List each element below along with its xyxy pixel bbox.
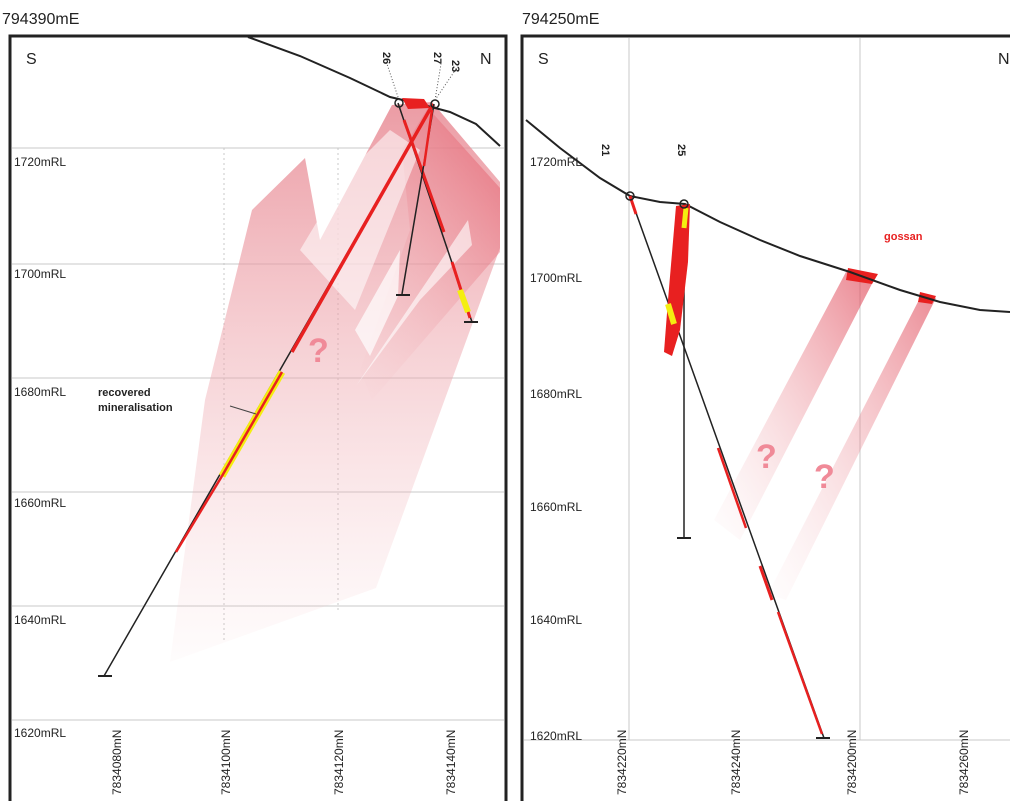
right-south-label: S <box>538 51 549 68</box>
annotation-recovered: recovered <box>98 387 151 399</box>
right-north-label: N <box>998 51 1010 68</box>
right-gossan-zones <box>714 268 936 600</box>
left-rl-1660: 1660mRL <box>14 496 66 510</box>
annotation-mineralisation: mineralisation <box>98 402 173 414</box>
left-northing-7834080: 7834080mN <box>110 730 124 795</box>
right-rl-1620: 1620mRL <box>530 729 582 743</box>
left-rl-1680: 1680mRL <box>14 385 66 399</box>
right-rl-1700: 1700mRL <box>530 271 582 285</box>
left-section: 794390mE <box>2 11 508 801</box>
right-northing-7834220: 7834220mN <box>615 730 629 795</box>
right-grid <box>524 38 1010 741</box>
right-northing-7834260: 7834260mN <box>957 730 971 795</box>
right-northing-7834200: 7834200mN <box>845 730 859 795</box>
left-frame <box>8 34 508 801</box>
right-rl-1640: 1640mRL <box>530 613 582 627</box>
right-section: 794250mE <box>520 11 1010 801</box>
right-question-mark-2: ? <box>814 458 835 496</box>
left-rl-1720: 1720mRL <box>14 155 66 169</box>
left-northing-7834120: 7834120mN <box>332 730 346 795</box>
hole-label-23: 23 <box>449 60 461 72</box>
left-hole-leaders <box>386 63 455 101</box>
left-rl-1620: 1620mRL <box>14 726 66 740</box>
left-mineralised-zones <box>170 102 500 662</box>
right-frame <box>520 34 1010 801</box>
left-drillholes <box>98 98 478 677</box>
left-northing-7834140: 7834140mN <box>444 730 458 795</box>
annotation-leader <box>229 405 257 415</box>
right-rl-1680: 1680mRL <box>530 387 582 401</box>
right-rl-1660: 1660mRL <box>530 500 582 514</box>
hole-label-26: 26 <box>380 52 392 64</box>
left-topography <box>247 36 501 147</box>
right-easting-label: 794250mE <box>522 11 599 28</box>
left-northing-7834100: 7834100mN <box>219 730 233 795</box>
left-rl-1640: 1640mRL <box>14 613 66 627</box>
right-drillholes <box>625 191 830 739</box>
left-rl-1700: 1700mRL <box>14 267 66 281</box>
hole-label-25: 25 <box>675 144 687 156</box>
hole-label-21: 21 <box>599 144 611 156</box>
right-topography <box>525 119 1010 313</box>
hole-label-27: 27 <box>431 52 443 64</box>
right-question-mark-1: ? <box>756 438 777 476</box>
left-question-mark: ? <box>308 332 329 370</box>
gossan-label: gossan <box>884 231 923 243</box>
right-northing-7834240: 7834240mN <box>729 730 743 795</box>
left-south-label: S <box>26 51 37 68</box>
left-easting-label: 794390mE <box>2 11 79 28</box>
left-north-label: N <box>480 51 492 68</box>
right-rl-1720: 1720mRL <box>530 155 582 169</box>
